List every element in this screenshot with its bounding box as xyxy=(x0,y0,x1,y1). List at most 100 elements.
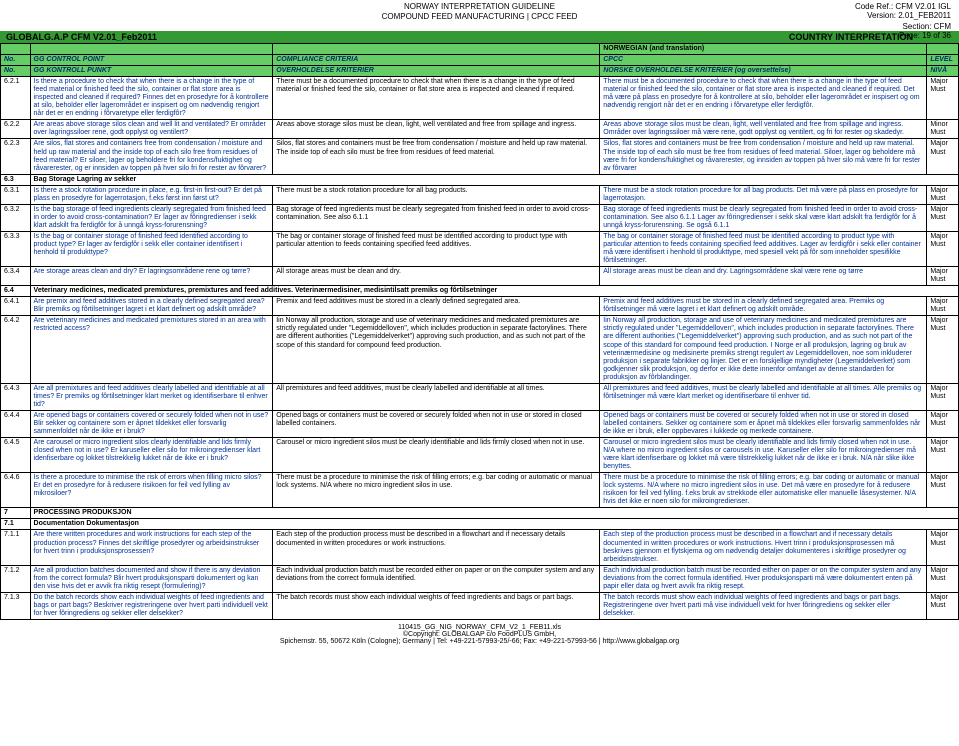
country-interpretation: The batch records must show each individ… xyxy=(600,592,927,619)
control-point: Are veterinary medicines and medicated p… xyxy=(30,316,273,383)
table-row: 6.3.2Is the bag storage of feed ingredie… xyxy=(1,204,959,231)
level: Major Must xyxy=(927,530,959,565)
country-interpretation: All premixtures and feed additives, must… xyxy=(600,383,927,410)
compliance-criteria: Bag storage of feed ingredients must be … xyxy=(273,204,600,231)
compliance-criteria: Iin Norway all production, storage and u… xyxy=(273,316,600,383)
country-interpretation: The bag or container storage of finished… xyxy=(600,231,927,266)
row-no: 6.3.4 xyxy=(1,267,31,286)
control-point: Is the bag storage of feed ingredients c… xyxy=(30,204,273,231)
level: Major Must xyxy=(927,316,959,383)
section-label: Section: CFM xyxy=(899,22,951,31)
table-row: 6.2.3Are silos, flat stores and containe… xyxy=(1,139,959,174)
table-row: 6.2.2Are areas above storage silos clean… xyxy=(1,120,959,139)
control-point: Are areas above storage silos clean and … xyxy=(30,120,273,139)
row-no: 6.2.3 xyxy=(1,139,31,174)
control-point: Is there a procedure to check that when … xyxy=(30,77,273,120)
country-interpretation: Bag storage of feed ingredients must be … xyxy=(600,204,927,231)
control-point: Is there a procedure to minimise the ris… xyxy=(30,473,273,508)
table-row: 6.4.2Are veterinary medicines and medica… xyxy=(1,316,959,383)
hdr-nk: NORSKE OVERHOLDELSE KRITERIER (og overse… xyxy=(600,66,927,77)
section-title: PROCESSING PRODUKSJON xyxy=(30,508,958,519)
header-row-en: No. GG CONTROL POINT COMPLIANCE CRITERIA… xyxy=(1,55,959,66)
row-no: 6.3.1 xyxy=(1,185,31,204)
section-title: Veterinary medicines, medicated premixtu… xyxy=(30,286,958,297)
level: Major Must xyxy=(927,267,959,286)
row-no: 7.1.3 xyxy=(1,592,31,619)
doc-id-left: GLOBALG.A.P CFM V2.01_Feb2011 xyxy=(6,32,157,42)
level: Major Must xyxy=(927,438,959,473)
table-row: 7.1.2Are all production batches document… xyxy=(1,565,959,592)
control-point: Are premix and feed additives stored in … xyxy=(30,297,273,316)
table-row: 6.4.3Are all premixtures and feed additi… xyxy=(1,383,959,410)
country-interpretation: All storage areas must be clean and dry.… xyxy=(600,267,927,286)
row-no: 6.4.2 xyxy=(1,316,31,383)
level: Major Must xyxy=(927,139,959,174)
table-row: 6.2.1Is there a procedure to check that … xyxy=(1,77,959,120)
country-interpretation: Premix and feed additives must be stored… xyxy=(600,297,927,316)
compliance-criteria: Opened bags or containers must be covere… xyxy=(273,410,600,437)
row-no: 6.3.2 xyxy=(1,204,31,231)
norwegian-band-row: NORWEGIAN (and translation) xyxy=(1,44,959,55)
country-interpretation: Iin Norway all production, storage and u… xyxy=(600,316,927,383)
level: Major Must xyxy=(927,410,959,437)
hdr-gg: GG CONTROL POINT xyxy=(30,55,273,66)
table-row: 6.3.4Are storage areas clean and dry? Er… xyxy=(1,267,959,286)
hdr-no2: No. xyxy=(1,66,31,77)
row-no: 6.3 xyxy=(1,174,31,185)
table-row: 6.3.1Is there a stock rotation procedure… xyxy=(1,185,959,204)
compliance-criteria: There must be a stock rotation procedure… xyxy=(273,185,600,204)
section-title: Documentation Dokumentasjon xyxy=(30,519,958,530)
hdr-no: No. xyxy=(1,55,31,66)
compliance-criteria: All storage areas must be clean and dry. xyxy=(273,267,600,286)
row-no: 6.2.1 xyxy=(1,77,31,120)
footer-addr: Spichernstr. 55, 50672 Köln (Cologne); G… xyxy=(0,638,959,645)
table-row: 6.4.6Is there a procedure to minimise th… xyxy=(1,473,959,508)
hdr-cp: CPCC xyxy=(600,55,927,66)
row-no: 7.1.2 xyxy=(1,565,31,592)
country-interpretation: There must be a documented procedure to … xyxy=(600,77,927,120)
row-no: 6.2.2 xyxy=(1,120,31,139)
hdr-lvl: LEVEL xyxy=(927,55,959,66)
header-row-no: No. GG KONTROLL PUNKT OVERHOLDELSE KRITE… xyxy=(1,66,959,77)
criteria-table: NORWEGIAN (and translation) No. GG CONTR… xyxy=(0,43,959,620)
level: Major Must xyxy=(927,565,959,592)
level: Minor Must xyxy=(927,120,959,139)
table-row: 6.3Bag Storage Lagring av sekker xyxy=(1,174,959,185)
control-point: Are all premixtures and feed additives c… xyxy=(30,383,273,410)
compliance-criteria: The bag or container storage of finished… xyxy=(273,231,600,266)
hdr-gk: GG KONTROLL PUNKT xyxy=(30,66,273,77)
row-no: 6.3.3 xyxy=(1,231,31,266)
nor-band: NORWEGIAN (and translation) xyxy=(600,44,927,55)
table-row: 6.3.3Is the bag or container storage of … xyxy=(1,231,959,266)
table-row: 6.4.1Are premix and feed additives store… xyxy=(1,297,959,316)
compliance-criteria: There must be a procedure to minimise th… xyxy=(273,473,600,508)
compliance-criteria: Silos, flat stores and containers must b… xyxy=(273,139,600,174)
country-interpretation: Each individual production batch must be… xyxy=(600,565,927,592)
hdr-ok: OVERHOLDELSE KRITERIER xyxy=(273,66,600,77)
table-row: 7.1.1Are there written procedures and wo… xyxy=(1,530,959,565)
level: Major Must xyxy=(927,204,959,231)
country-interpretation: Each step of the production process must… xyxy=(600,530,927,565)
table-row: 7PROCESSING PRODUKSJON xyxy=(1,508,959,519)
control-point: Are storage areas clean and dry? Er lagr… xyxy=(30,267,273,286)
row-no: 7.1 xyxy=(1,519,31,530)
table-row: 6.4.4Are opened bags or containers cover… xyxy=(1,410,959,437)
level: Major Must xyxy=(927,231,959,266)
country-interpretation: Opened bags or containers must be covere… xyxy=(600,410,927,437)
level: Major Must xyxy=(927,185,959,204)
compliance-criteria: Each step of the production process must… xyxy=(273,530,600,565)
table-row: 6.4.5Are carousel or micro ingredient si… xyxy=(1,438,959,473)
row-no: 6.4.6 xyxy=(1,473,31,508)
row-no: 6.4.4 xyxy=(1,410,31,437)
level: Major Must xyxy=(927,297,959,316)
footer: 110415_GG_NIG_NORWAY_CFM_V2_1_FEB11.xls … xyxy=(0,620,959,647)
level: Major Must xyxy=(927,592,959,619)
footer-copy: ©Copyright: GLOBALGAP c/o FoodPLUS GmbH, xyxy=(0,631,959,638)
country-interpretation: Carousel or micro ingredient silos must … xyxy=(600,438,927,473)
footer-file: 110415_GG_NIG_NORWAY_CFM_V2_1_FEB11.xls xyxy=(0,624,959,631)
page-num: Page: 19 of 36 xyxy=(899,31,951,40)
level: Major Must xyxy=(927,77,959,120)
table-row: 7.1Documentation Dokumentasjon xyxy=(1,519,959,530)
compliance-criteria: Carousel or micro ingredient silos must … xyxy=(273,438,600,473)
row-no: 7.1.1 xyxy=(1,530,31,565)
